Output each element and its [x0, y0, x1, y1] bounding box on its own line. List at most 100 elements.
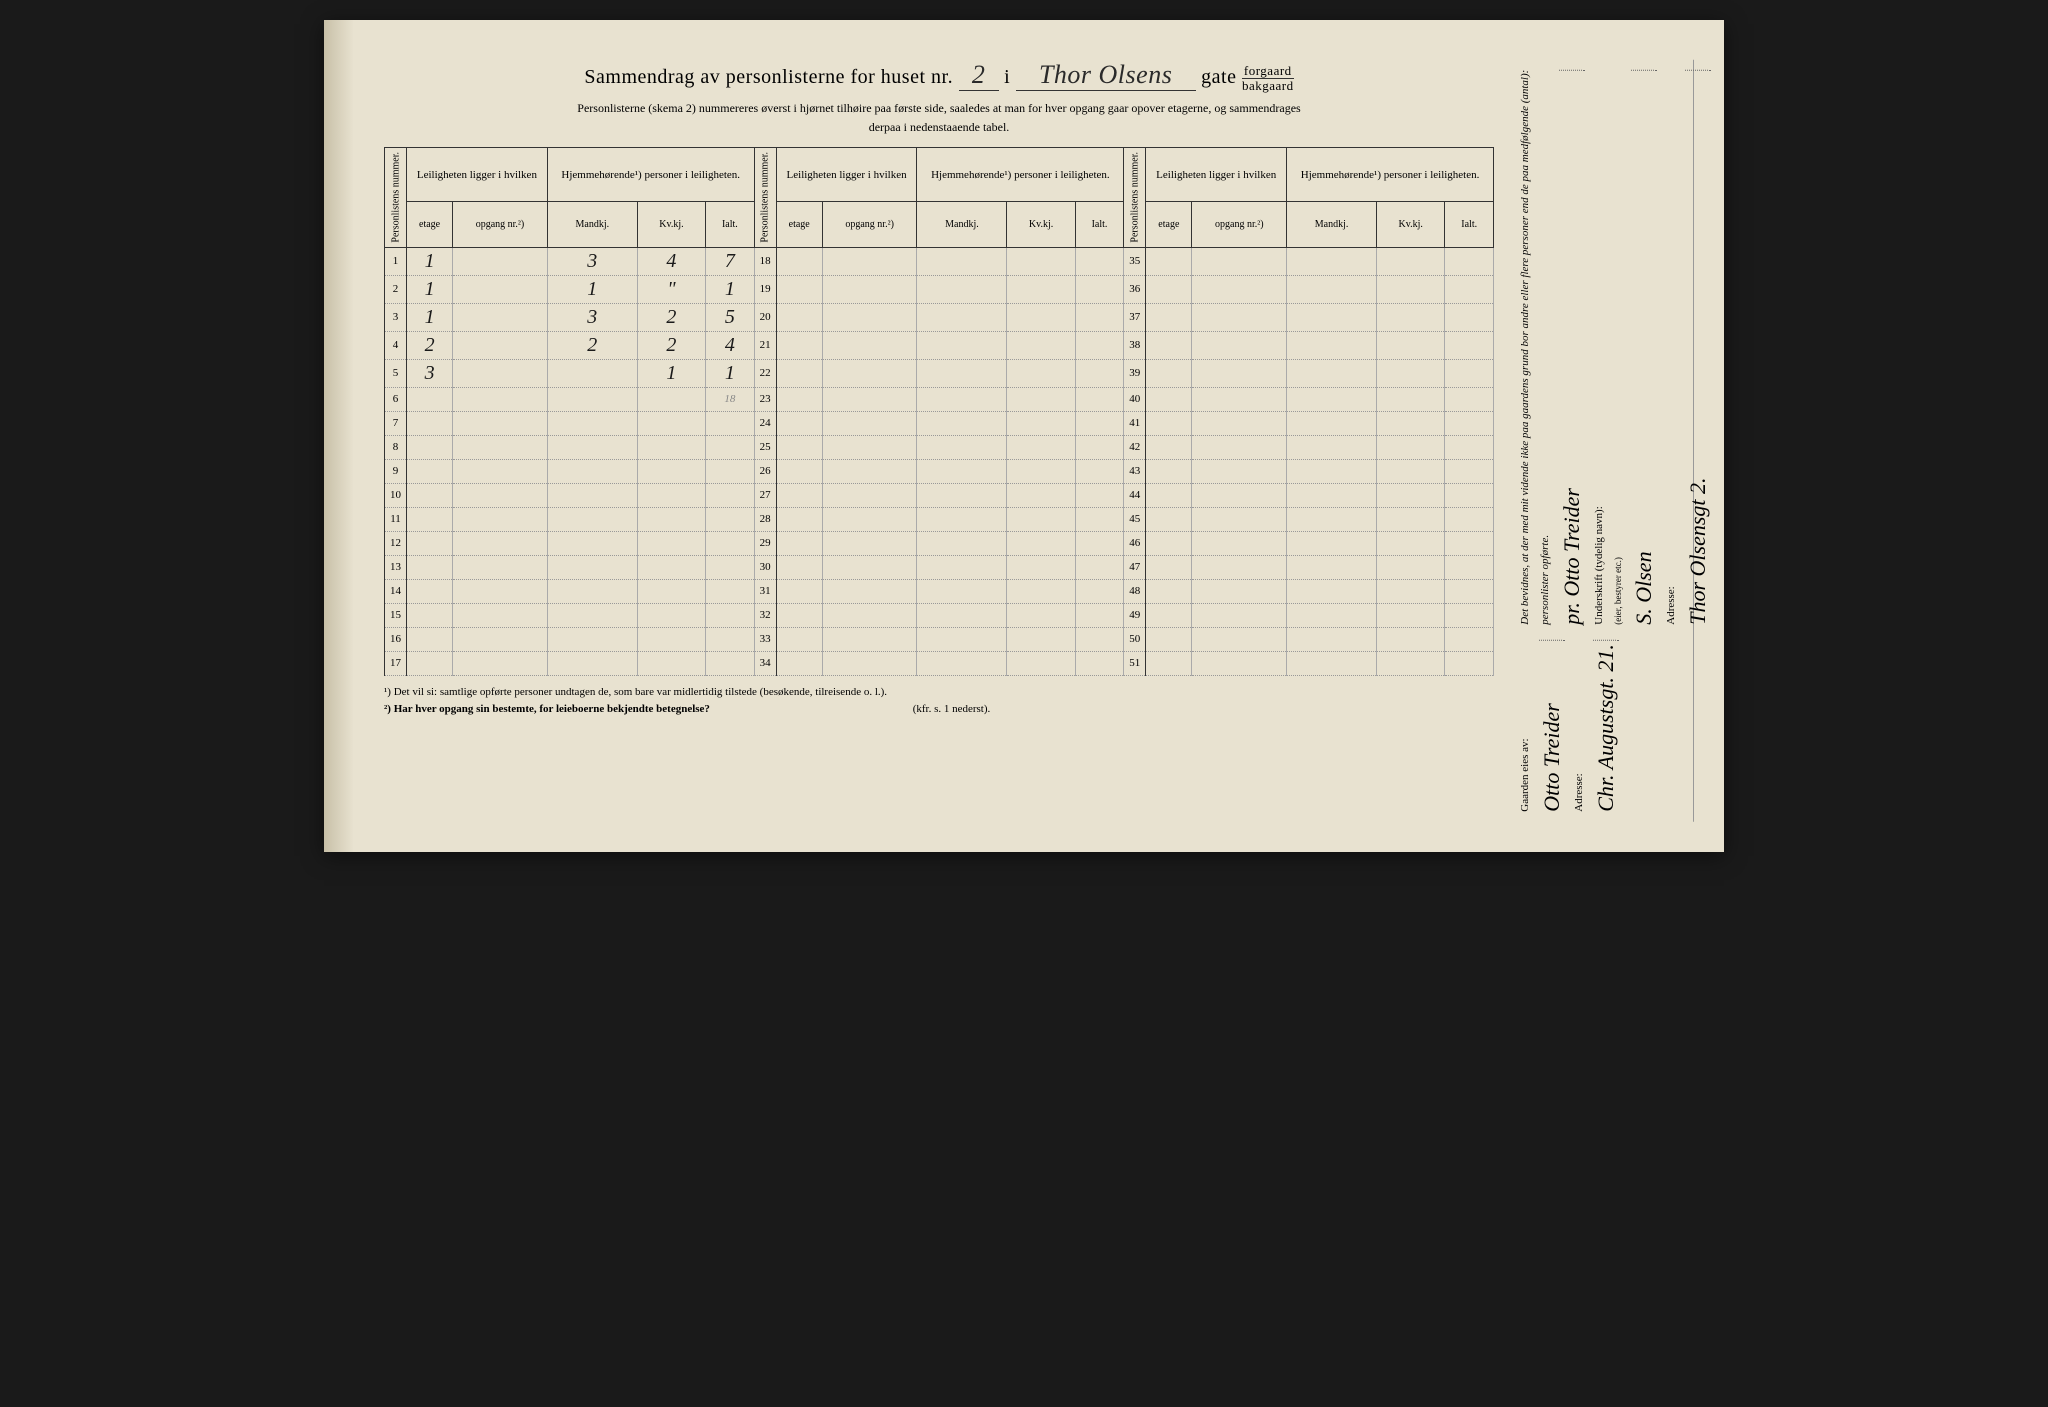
table-cell — [822, 507, 917, 531]
table-cell — [917, 555, 1007, 579]
table-cell — [1192, 579, 1287, 603]
table-row: 173451 — [385, 651, 1494, 675]
table-cell — [822, 247, 917, 275]
table-cell — [706, 555, 755, 579]
table-cell: 3 — [547, 303, 637, 331]
document-page: Sammendrag av personlisterne for huset n… — [324, 20, 1724, 852]
table-cell — [706, 603, 755, 627]
table-cell — [1146, 247, 1192, 275]
table-cell: 15 — [385, 603, 407, 627]
table-cell: 48 — [1124, 579, 1146, 603]
table-cell — [917, 579, 1007, 603]
table-cell — [453, 555, 548, 579]
table-cell — [407, 483, 453, 507]
table-cell — [917, 275, 1007, 303]
table-cell — [1146, 411, 1192, 435]
table-cell — [453, 459, 548, 483]
table-cell — [547, 507, 637, 531]
table-cell — [1445, 459, 1494, 483]
col-leilighet-2: Leiligheten ligger i hvilken — [776, 148, 917, 202]
table-cell — [453, 435, 548, 459]
table-cell — [917, 531, 1007, 555]
address-2: Thor Olsensgt 2. — [1685, 70, 1711, 625]
table-cell — [1377, 331, 1445, 359]
table-cell — [822, 531, 917, 555]
table-cell — [1075, 627, 1124, 651]
table-cell — [637, 411, 705, 435]
table-cell — [822, 579, 917, 603]
table-cell: 11 — [385, 507, 407, 531]
table-cell: 29 — [754, 531, 776, 555]
table-cell — [1007, 303, 1075, 331]
table-cell — [407, 459, 453, 483]
col-personlist-3: Personlistens nummer. — [1124, 148, 1146, 248]
table-cell — [1287, 275, 1377, 303]
table-cell — [1007, 507, 1075, 531]
table-cell — [776, 387, 822, 411]
table-cell — [637, 435, 705, 459]
table-cell: 18 — [754, 247, 776, 275]
bakgaard: bakgaard — [1242, 79, 1294, 93]
sub-mandkj-2: Mandkj. — [917, 201, 1007, 247]
table-row: 163350 — [385, 627, 1494, 651]
table-cell: 19 — [754, 275, 776, 303]
table-cell: 42 — [1124, 435, 1146, 459]
table-cell — [776, 435, 822, 459]
footnote-2: ²) Har hver opgang sin bestemte, for lei… — [384, 703, 710, 715]
table-cell: 3 — [407, 359, 453, 387]
table-cell — [1377, 247, 1445, 275]
table-cell — [1075, 435, 1124, 459]
table-cell — [822, 411, 917, 435]
adresse-label-2: Adresse: — [1665, 70, 1677, 625]
table-cell — [1377, 507, 1445, 531]
table-cell — [453, 359, 548, 387]
table-cell — [917, 303, 1007, 331]
table-cell: 1 — [385, 247, 407, 275]
eler: (eier, bestyrer etc.) — [1613, 70, 1623, 625]
owner-2: pr. Otto Treider — [1559, 70, 1585, 625]
table-cell — [1192, 483, 1287, 507]
table-cell — [1287, 627, 1377, 651]
table-cell — [1146, 483, 1192, 507]
table-cell — [1377, 411, 1445, 435]
table-cell — [1287, 387, 1377, 411]
table-cell — [407, 507, 453, 531]
col-leilighet-3: Leiligheten ligger i hvilken — [1146, 148, 1287, 202]
table-cell — [1445, 435, 1494, 459]
sub-mandkj-1: Mandkj. — [547, 201, 637, 247]
table-cell — [637, 483, 705, 507]
table-cell: 12 — [385, 531, 407, 555]
table-row: 82542 — [385, 435, 1494, 459]
table-cell — [822, 459, 917, 483]
table-cell — [1287, 303, 1377, 331]
table-cell: 40 — [1124, 387, 1146, 411]
table-cell — [1075, 555, 1124, 579]
table-cell — [1075, 483, 1124, 507]
table-cell — [407, 579, 453, 603]
table-cell: 1 — [706, 275, 755, 303]
table-cell — [453, 247, 548, 275]
table-cell — [1377, 303, 1445, 331]
table-cell — [822, 359, 917, 387]
table-cell — [1192, 627, 1287, 651]
table-cell — [1007, 555, 1075, 579]
sub-ialt-1: Ialt. — [706, 201, 755, 247]
table-cell — [637, 555, 705, 579]
title-mid: i — [1004, 66, 1010, 88]
table-cell: 28 — [754, 507, 776, 531]
table-cell — [1192, 331, 1287, 359]
table-cell — [706, 579, 755, 603]
table-cell — [1075, 531, 1124, 555]
table-cell: 1 — [407, 303, 453, 331]
house-number: 2 — [959, 60, 999, 91]
table-cell — [453, 507, 548, 531]
table-cell — [1445, 359, 1494, 387]
table-cell: 43 — [1124, 459, 1146, 483]
table-cell — [706, 531, 755, 555]
table-cell — [917, 627, 1007, 651]
table-cell — [822, 651, 917, 675]
table-cell — [637, 531, 705, 555]
table-cell — [407, 411, 453, 435]
table-row: 122946 — [385, 531, 1494, 555]
table-cell — [407, 651, 453, 675]
